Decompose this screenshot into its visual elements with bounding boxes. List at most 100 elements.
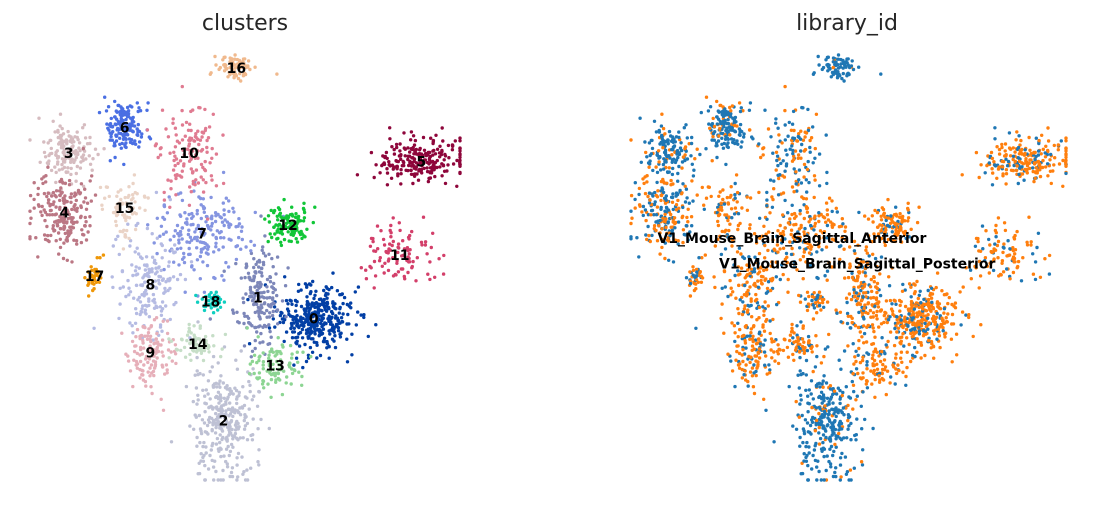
cluster-5-point	[411, 156, 415, 160]
cluster-7-point	[158, 234, 162, 238]
cluster-2-point	[214, 405, 218, 410]
cluster-4-point	[51, 226, 55, 231]
library-point	[645, 237, 649, 242]
library-point	[824, 435, 828, 440]
cluster-6-point	[123, 121, 127, 126]
cluster-0-point	[362, 315, 366, 320]
cluster-13-point	[279, 351, 283, 356]
library-point	[670, 160, 674, 164]
cluster-7-point	[209, 224, 214, 228]
library-point	[834, 392, 839, 396]
library-point	[645, 180, 649, 184]
library-point	[986, 154, 990, 158]
library-point	[640, 210, 644, 214]
cluster-5-point	[438, 165, 442, 169]
cluster-13-point	[261, 351, 265, 355]
library-point	[748, 271, 752, 276]
library-point	[747, 354, 751, 359]
library-point	[830, 421, 834, 425]
cluster-1-point	[258, 317, 262, 321]
cluster-3-point	[75, 164, 80, 169]
cluster-4-point	[61, 209, 66, 213]
library-point	[950, 312, 955, 317]
library-point	[765, 286, 770, 291]
library-point	[1017, 134, 1021, 138]
cluster-7-point	[223, 218, 227, 222]
cluster-5-point	[435, 165, 439, 170]
cluster-13-point	[301, 350, 305, 354]
cluster-14-point	[187, 322, 191, 327]
cluster-3-point	[54, 153, 58, 157]
cluster-0-point	[304, 308, 308, 313]
library-point	[725, 121, 729, 126]
cluster-0-point	[315, 356, 319, 360]
cluster-18-point	[212, 296, 216, 300]
cluster-1-point	[242, 311, 246, 316]
library-point	[769, 264, 773, 268]
cluster-1-point	[253, 285, 257, 289]
library-point	[629, 221, 633, 226]
library-point	[790, 203, 794, 207]
cluster-11-point	[389, 223, 393, 228]
library-point	[856, 325, 861, 330]
library-point	[786, 134, 790, 138]
library-point	[923, 302, 927, 307]
cluster-10-point	[203, 159, 207, 164]
cluster-10-point	[199, 175, 203, 179]
cluster-4-point	[28, 209, 32, 213]
cluster-0-point	[350, 332, 354, 336]
cluster-1-point	[275, 293, 279, 298]
cluster-6-point	[105, 122, 109, 126]
library-point	[728, 133, 732, 137]
library-point	[776, 343, 780, 347]
cluster-8-point	[143, 310, 147, 314]
cluster-8-point	[164, 304, 168, 308]
cluster-16-point	[240, 64, 244, 69]
cluster-16-point	[243, 63, 247, 67]
cluster-1-point	[259, 271, 264, 275]
library-point	[663, 256, 667, 261]
library-point	[822, 396, 826, 400]
cluster-6-point	[148, 137, 153, 141]
library-point	[1038, 168, 1042, 172]
library-point	[803, 240, 807, 245]
cluster-11-point	[407, 252, 411, 256]
cluster-0-point	[334, 314, 338, 318]
cluster-10-point	[197, 142, 201, 147]
library-point	[661, 146, 665, 150]
library-point	[865, 251, 869, 255]
cluster-1-point	[267, 323, 271, 327]
library-point	[775, 243, 780, 247]
cluster-1-point	[253, 325, 257, 330]
library-point	[833, 442, 837, 447]
library-point	[932, 314, 936, 318]
library-point	[772, 440, 776, 444]
cluster-9-point	[145, 334, 150, 338]
cluster-4-point	[47, 198, 51, 202]
cluster-0-point	[326, 292, 330, 296]
cluster-15-point	[127, 193, 131, 198]
library-point	[783, 169, 787, 173]
cluster-8-point	[145, 226, 150, 231]
cluster-5-point	[431, 138, 436, 143]
library-point	[825, 213, 830, 217]
library-point	[792, 167, 796, 171]
cluster-0-point	[338, 335, 343, 339]
cluster-11-point	[406, 270, 410, 275]
cluster-2-point	[196, 472, 200, 476]
cluster-1-point	[239, 276, 243, 280]
cluster-0-point	[327, 319, 331, 323]
library-point	[912, 307, 916, 311]
cluster-0-point	[273, 325, 277, 329]
cluster-9-point	[124, 352, 128, 356]
cluster-10-point	[186, 128, 191, 132]
cluster-2-point	[194, 415, 198, 419]
library-point	[799, 472, 803, 476]
library-point	[800, 413, 804, 418]
library-point	[791, 235, 795, 239]
cluster-1-point	[243, 314, 247, 318]
library-point	[781, 159, 785, 163]
cluster-2-point	[242, 470, 246, 474]
cluster-3-point	[61, 160, 66, 164]
cluster-4-point	[29, 216, 33, 220]
